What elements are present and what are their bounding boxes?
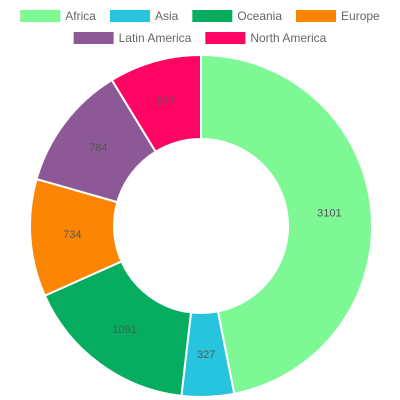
data-label-oceania: 1091	[112, 324, 136, 336]
slice-north-america[interactable]	[110, 53, 202, 154]
legend-item-asia[interactable]: Asia	[109, 9, 179, 23]
legend-label: North America	[250, 31, 326, 45]
slice-africa[interactable]	[200, 53, 373, 395]
slice-oceania[interactable]	[43, 260, 193, 397]
legend-swatch	[192, 10, 233, 22]
legend-swatch	[205, 32, 246, 44]
legend-label: Oceania	[237, 9, 282, 23]
legend-item-north-america[interactable]: North America	[205, 31, 327, 45]
data-label-africa: 3101	[317, 207, 341, 219]
legend-item-oceania[interactable]: Oceania	[192, 9, 282, 23]
legend-item-latin-america[interactable]: Latin America	[73, 31, 192, 45]
legend-swatch	[109, 10, 150, 22]
legend-swatch	[296, 10, 337, 22]
legend: Africa Asia Oceania Europe Latin America Nort…	[20, 9, 380, 45]
legend-swatch	[20, 10, 61, 22]
slices	[29, 53, 373, 398]
legend-label: Africa	[65, 9, 96, 23]
legend-label: Latin America	[119, 31, 192, 45]
data-label-europe: 734	[63, 229, 81, 241]
data-label-north-america: 577	[157, 96, 175, 108]
legend-label: Asia	[155, 9, 179, 23]
data-label-asia: 327	[197, 349, 215, 361]
legend-item-africa[interactable]: Africa	[20, 9, 96, 23]
legend-swatch	[73, 32, 114, 44]
data-label-latin-america: 784	[89, 142, 107, 154]
data-labels: 3101 327 1091 734 784 577	[63, 96, 341, 361]
legend-label: Europe	[341, 9, 380, 23]
legend-item-europe[interactable]: Europe	[296, 9, 380, 23]
